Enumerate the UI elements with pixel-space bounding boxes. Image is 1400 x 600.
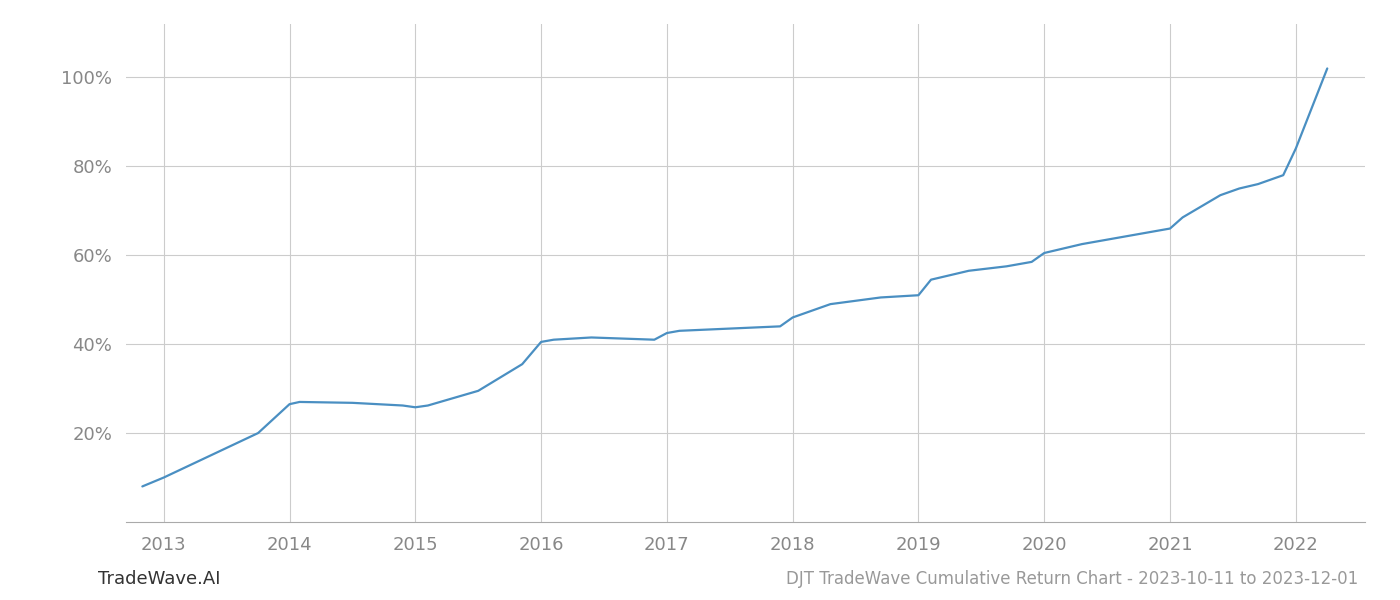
Text: TradeWave.AI: TradeWave.AI xyxy=(98,570,221,588)
Text: DJT TradeWave Cumulative Return Chart - 2023-10-11 to 2023-12-01: DJT TradeWave Cumulative Return Chart - … xyxy=(785,570,1358,588)
